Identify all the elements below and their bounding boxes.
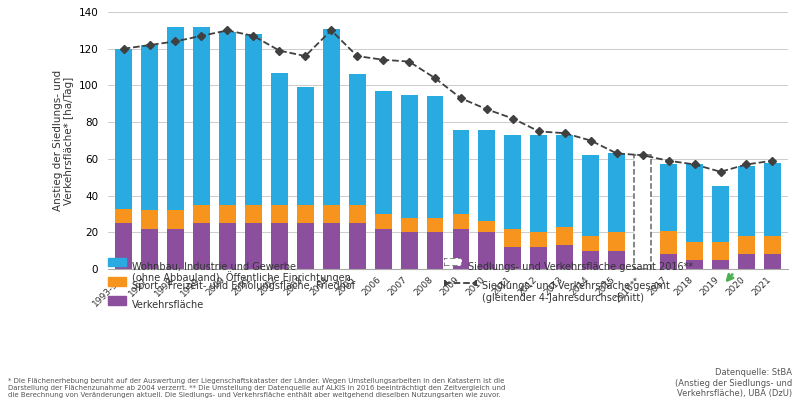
- Bar: [219, 223, 236, 269]
- Text: Sport-, Freizeit- und Erholungsfläche, Friedhof: Sport-, Freizeit- und Erholungsfläche, F…: [132, 281, 355, 291]
- Bar: [141, 229, 158, 269]
- Text: (ohne Abbauland), Öffentliche Einrichtungen: (ohne Abbauland), Öffentliche Einrichtun…: [132, 271, 351, 283]
- Bar: [608, 232, 625, 251]
- Bar: [556, 227, 574, 245]
- Bar: [322, 223, 340, 269]
- Bar: [738, 166, 755, 236]
- Bar: [426, 232, 443, 269]
- Bar: [401, 232, 418, 269]
- Bar: [374, 229, 391, 269]
- Bar: [582, 251, 599, 269]
- Bar: [401, 95, 418, 218]
- Text: Datenquelle: StBA
(Anstieg der Siedlungs- und
Verkehrsfläche), UBA (DzU): Datenquelle: StBA (Anstieg der Siedlungs…: [674, 368, 792, 398]
- Text: * Die Flächenerhebung beruht auf der Auswertung der Liegenschaftskataster der Lä: * Die Flächenerhebung beruht auf der Aus…: [8, 378, 506, 398]
- Bar: [349, 205, 366, 223]
- Bar: [167, 27, 184, 210]
- Bar: [608, 154, 625, 232]
- Text: Siedlungs- und Verkehrsfläche gesamt
(gleitender 4-Jahresdurchschnitt): Siedlungs- und Verkehrsfläche gesamt (gl…: [482, 281, 670, 303]
- Bar: [271, 223, 288, 269]
- Bar: [505, 247, 522, 269]
- Bar: [686, 260, 703, 269]
- Bar: [712, 260, 729, 269]
- Bar: [271, 205, 288, 223]
- Bar: [556, 135, 574, 227]
- Bar: [219, 32, 236, 205]
- Bar: [478, 232, 495, 269]
- Text: Verkehrsfläche: Verkehrsfläche: [132, 300, 204, 310]
- Text: Wohnbau, Industrie und Gewerbe: Wohnbau, Industrie und Gewerbe: [132, 262, 296, 272]
- Bar: [764, 236, 781, 254]
- Bar: [193, 205, 210, 223]
- Bar: [193, 223, 210, 269]
- Bar: [167, 210, 184, 229]
- Bar: [297, 87, 314, 205]
- Bar: [245, 223, 262, 269]
- Bar: [478, 130, 495, 221]
- Y-axis label: Anstieg der Siedlungs- und
Verkehrsfläche* [ha/Tag]: Anstieg der Siedlungs- und Verkehrsfläch…: [53, 70, 74, 211]
- Bar: [556, 245, 574, 269]
- Bar: [634, 155, 651, 269]
- Bar: [686, 242, 703, 260]
- Bar: [401, 218, 418, 232]
- Bar: [453, 214, 470, 229]
- Bar: [349, 223, 366, 269]
- Bar: [453, 229, 470, 269]
- Bar: [712, 186, 729, 242]
- Bar: [582, 155, 599, 236]
- Bar: [505, 229, 522, 247]
- Bar: [738, 236, 755, 254]
- Bar: [115, 49, 132, 208]
- Bar: [141, 210, 158, 229]
- Bar: [660, 164, 677, 230]
- Bar: [608, 251, 625, 269]
- Bar: [297, 205, 314, 223]
- Bar: [141, 45, 158, 210]
- Bar: [738, 254, 755, 269]
- Bar: [530, 232, 547, 247]
- Bar: [478, 221, 495, 232]
- Bar: [453, 130, 470, 214]
- Bar: [686, 164, 703, 242]
- Bar: [115, 223, 132, 269]
- Bar: [660, 230, 677, 254]
- Bar: [115, 208, 132, 223]
- Bar: [426, 218, 443, 232]
- Bar: [374, 91, 391, 214]
- Bar: [219, 205, 236, 223]
- Bar: [764, 254, 781, 269]
- Bar: [245, 34, 262, 205]
- Bar: [530, 247, 547, 269]
- Bar: [245, 205, 262, 223]
- Text: Siedlungs- und Verkehrsfläche gesamt 2016**: Siedlungs- und Verkehrsfläche gesamt 201…: [468, 262, 693, 272]
- Bar: [764, 162, 781, 236]
- Bar: [582, 236, 599, 251]
- Bar: [374, 214, 391, 229]
- Bar: [426, 96, 443, 218]
- Bar: [660, 254, 677, 269]
- Bar: [167, 229, 184, 269]
- Bar: [193, 27, 210, 205]
- Bar: [349, 74, 366, 205]
- Bar: [271, 73, 288, 205]
- Bar: [297, 223, 314, 269]
- Bar: [712, 242, 729, 260]
- Bar: [505, 135, 522, 229]
- Bar: [322, 205, 340, 223]
- Bar: [530, 135, 547, 232]
- Bar: [322, 28, 340, 205]
